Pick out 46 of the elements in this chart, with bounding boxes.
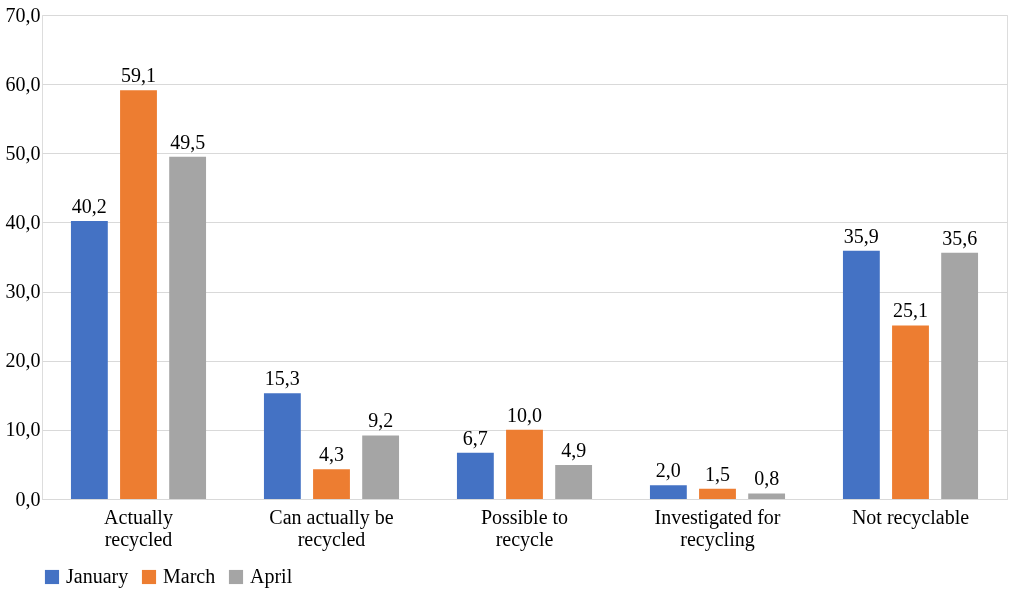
data-label: 0,8 — [754, 467, 780, 490]
data-label: 25,1 — [893, 299, 928, 322]
legend-label: April — [250, 565, 293, 588]
data-label: 35,9 — [843, 224, 879, 247]
bar — [699, 488, 736, 499]
bar — [263, 393, 301, 499]
x-tick-label: Actually recycled — [104, 505, 173, 551]
data-label: 49,5 — [170, 130, 206, 153]
bar — [892, 325, 929, 499]
bar — [456, 452, 494, 499]
bar — [70, 221, 108, 499]
x-tick-label: Investigated for recycling — [654, 505, 781, 551]
y-tick-label: 0,0 — [15, 487, 41, 510]
y-tick-label: 50,0 — [5, 141, 41, 164]
data-label: 10,0 — [507, 403, 542, 426]
x-tick-label: Not recyclable — [851, 505, 970, 529]
bar — [842, 250, 880, 499]
x-tick-label: Can actually be recycled — [269, 505, 394, 551]
data-label: 59,1 — [121, 64, 156, 87]
data-label: 15,3 — [264, 367, 300, 390]
data-label: 40,2 — [71, 195, 107, 218]
bar — [169, 156, 207, 499]
bar — [941, 252, 979, 499]
bar — [555, 465, 593, 499]
data-label: 4,9 — [561, 439, 587, 462]
data-label: 2,0 — [655, 459, 681, 482]
bar — [313, 469, 350, 499]
y-tick-label: 20,0 — [5, 349, 41, 372]
data-label: 9,2 — [368, 409, 394, 432]
x-tick-label: Possible to recycle — [480, 505, 569, 551]
legend-label: March — [163, 565, 216, 587]
y-tick-label: 70,0 — [5, 3, 41, 26]
y-tick-label: 10,0 — [5, 418, 41, 441]
bar — [120, 90, 157, 499]
bar — [649, 485, 687, 499]
bar — [362, 435, 400, 499]
data-label: 35,6 — [942, 226, 978, 249]
bar — [748, 493, 786, 499]
data-label: 4,3 — [319, 443, 344, 466]
data-label: 1,5 — [705, 462, 730, 485]
y-tick-label: 40,0 — [5, 210, 41, 233]
data-label: 6,7 — [462, 426, 488, 449]
y-tick-label: 60,0 — [5, 72, 41, 95]
bar — [506, 429, 543, 499]
y-tick-label: 30,0 — [5, 280, 41, 303]
legend-label: January — [66, 565, 129, 588]
